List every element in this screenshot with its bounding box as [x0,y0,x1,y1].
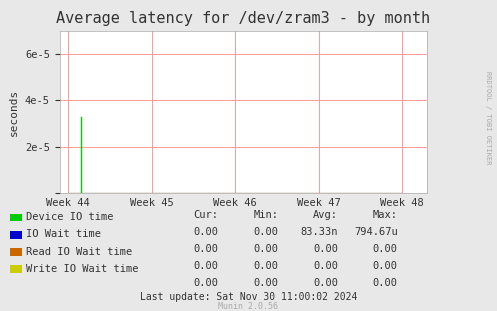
Text: Read IO Wait time: Read IO Wait time [26,247,132,257]
Text: 0.00: 0.00 [313,244,338,254]
Text: Munin 2.0.56: Munin 2.0.56 [219,302,278,311]
Text: IO Wait time: IO Wait time [26,230,101,239]
Text: 0.00: 0.00 [313,261,338,271]
Text: 0.00: 0.00 [313,278,338,288]
Text: 0.00: 0.00 [194,261,219,271]
Text: 0.00: 0.00 [373,261,398,271]
Text: 0.00: 0.00 [194,227,219,237]
Text: 0.00: 0.00 [373,244,398,254]
Text: 0.00: 0.00 [194,244,219,254]
Text: 0.00: 0.00 [253,244,278,254]
Y-axis label: seconds: seconds [9,88,19,136]
Text: 0.00: 0.00 [253,261,278,271]
Text: Avg:: Avg: [313,210,338,220]
Text: Max:: Max: [373,210,398,220]
Text: Cur:: Cur: [194,210,219,220]
Text: 794.67u: 794.67u [354,227,398,237]
Text: Last update: Sat Nov 30 11:00:02 2024: Last update: Sat Nov 30 11:00:02 2024 [140,292,357,302]
Text: 0.00: 0.00 [253,227,278,237]
Text: 0.00: 0.00 [194,278,219,288]
Text: Device IO time: Device IO time [26,212,113,222]
Text: Write IO Wait time: Write IO Wait time [26,264,138,274]
Text: RRDTOOL / TOBI OETIKER: RRDTOOL / TOBI OETIKER [485,72,491,165]
Title: Average latency for /dev/zram3 - by month: Average latency for /dev/zram3 - by mont… [57,11,430,26]
Text: 0.00: 0.00 [373,278,398,288]
Text: 0.00: 0.00 [253,278,278,288]
Text: 83.33n: 83.33n [301,227,338,237]
Text: Min:: Min: [253,210,278,220]
